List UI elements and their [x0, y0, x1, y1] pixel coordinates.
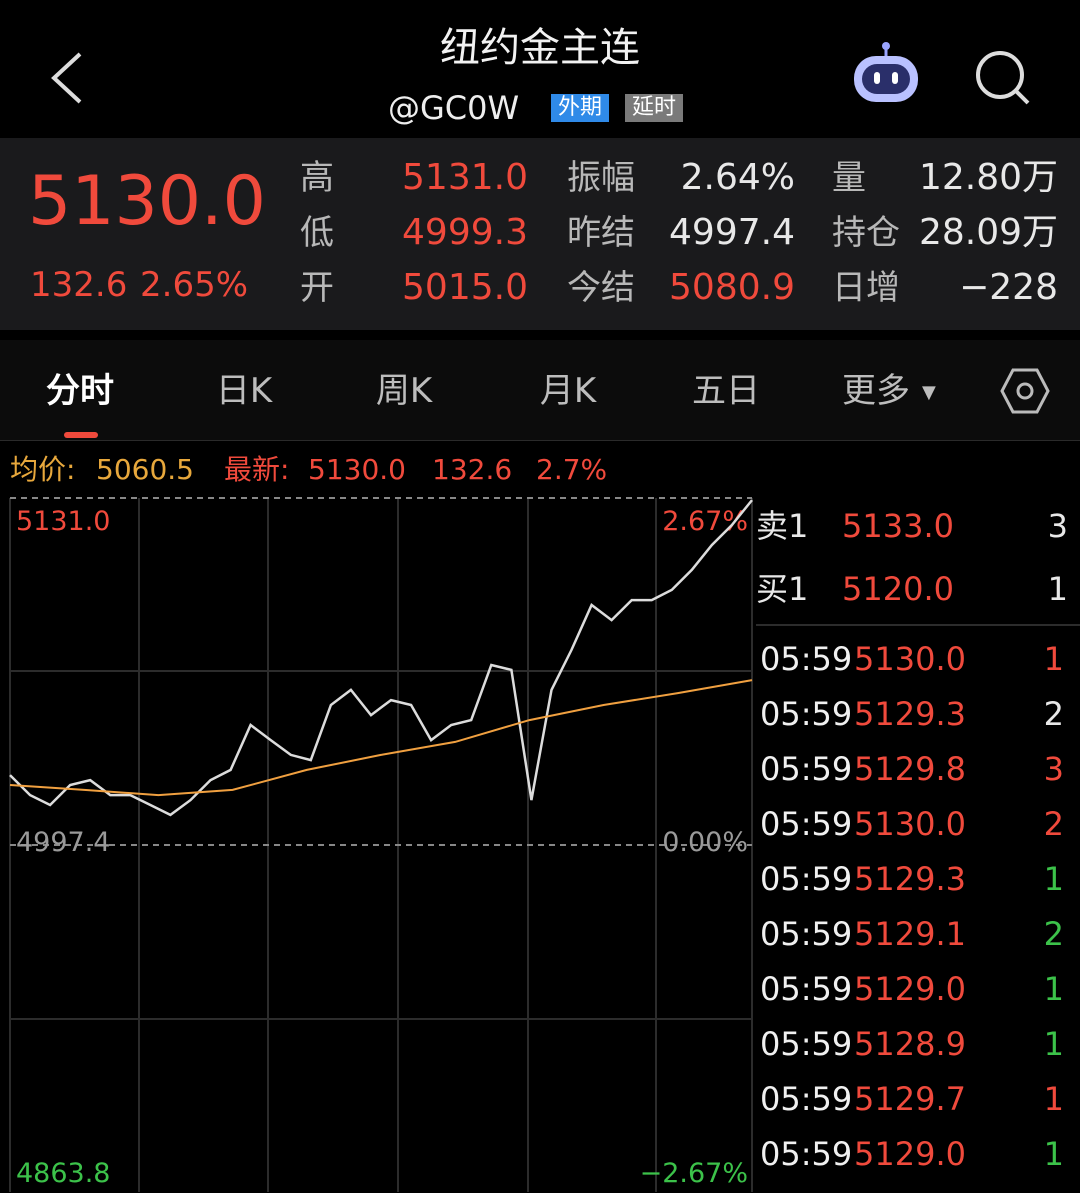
trade-volume: 1: [1043, 1025, 1064, 1063]
field-label: 昨结: [567, 213, 635, 253]
last-label: 最新:: [224, 453, 290, 486]
tab[interactable]: 周K: [375, 371, 433, 411]
trade-price: 5130.0: [854, 805, 966, 843]
tab[interactable]: 月K: [539, 371, 597, 411]
trade-volume: 1: [1043, 860, 1064, 898]
field-value: 2.64%: [680, 157, 795, 198]
search-button[interactable]: [972, 48, 1034, 108]
field-value: 4999.3: [402, 212, 528, 253]
trade-time: 05:59: [760, 750, 853, 788]
tab[interactable]: 分时: [46, 371, 114, 411]
field-label: 高: [300, 158, 334, 198]
y2-tick-label: 0.00%: [662, 827, 748, 858]
field-label: 今结: [567, 268, 635, 308]
book-label: 卖1: [756, 507, 809, 545]
field-label: 振幅: [567, 158, 635, 198]
trade-volume: 1: [1043, 640, 1064, 678]
trade-time: 05:59: [760, 860, 853, 898]
quote-panel: [0, 138, 1080, 330]
symbol: @GC0W: [388, 89, 520, 127]
book-price: 5133.0: [842, 507, 954, 545]
book-price: 5120.0: [842, 570, 954, 608]
field-value: 5131.0: [402, 157, 528, 198]
trade-volume: 1: [1043, 970, 1064, 1008]
trade-time: 05:59: [760, 805, 853, 843]
price-line: [9, 499, 753, 817]
y-tick-label: 5131.0: [16, 506, 110, 537]
info-change: 132.6: [432, 453, 513, 486]
tab-bar: [0, 340, 1080, 440]
field-label: 量: [832, 158, 866, 198]
trade-price: 5128.9: [854, 1025, 966, 1063]
tab[interactable]: 日K: [215, 371, 273, 411]
last-price: 5130.0: [28, 162, 266, 241]
trade-time: 05:59: [760, 1080, 853, 1118]
trade-price: 5129.1: [854, 915, 966, 953]
y-tick-label: 4863.8: [16, 1158, 110, 1189]
change-pct: 2.65%: [140, 265, 249, 305]
tab[interactable]: 更多: [842, 371, 910, 411]
trade-volume: 1: [1043, 1080, 1064, 1118]
field-label: 开: [300, 268, 334, 308]
book-volume: 1: [1047, 570, 1068, 608]
trade-price: 5129.3: [854, 695, 966, 733]
page-title: 纽约金主连: [440, 25, 640, 71]
trade-price: 5129.0: [854, 970, 966, 1008]
divider: [0, 440, 1080, 441]
trade-time: 05:59: [760, 1135, 853, 1173]
trade-price: 5129.0: [854, 1135, 966, 1173]
trade-time: 05:59: [760, 1025, 853, 1063]
tab[interactable]: 五日: [692, 371, 760, 411]
avg-value: 5060.5: [96, 453, 194, 486]
avg-label: 均价:: [10, 453, 76, 486]
field-value: 4997.4: [669, 212, 795, 253]
trade-time: 05:59: [760, 695, 853, 733]
field-label: 持仓: [832, 213, 900, 253]
trade-volume: 2: [1043, 695, 1064, 733]
field-value: 28.09万: [918, 212, 1058, 253]
info-change-pct: 2.7%: [536, 453, 608, 486]
badge: 外期: [551, 94, 610, 122]
field-value: −228: [959, 267, 1058, 308]
trade-price: 5129.8: [854, 750, 966, 788]
field-label: 低: [300, 213, 334, 253]
field-value: 12.80万: [918, 157, 1058, 198]
trade-time: 05:59: [760, 970, 853, 1008]
book-label: 买1: [756, 570, 809, 608]
back-button[interactable]: [44, 48, 88, 108]
trade-volume: 1: [1043, 1135, 1064, 1173]
trade-price: 5130.0: [854, 640, 966, 678]
field-label: 日增: [832, 268, 900, 308]
y-tick-label: 4997.4: [16, 827, 110, 858]
trade-volume: 2: [1043, 805, 1064, 843]
field-value: 5080.9: [669, 267, 795, 308]
dropdown-caret: ▼: [922, 382, 936, 403]
price-line: [9, 679, 753, 797]
trade-volume: 3: [1043, 750, 1064, 788]
field-value: 5015.0: [402, 267, 528, 308]
y2-tick-label: −2.67%: [640, 1158, 748, 1189]
trade-time: 05:59: [760, 640, 853, 678]
settings-button[interactable]: [1000, 366, 1050, 416]
trade-price: 5129.3: [854, 860, 966, 898]
badge: 延时: [625, 94, 684, 122]
trade-time: 05:59: [760, 915, 853, 953]
change: 132.6: [30, 265, 128, 305]
assistant-icon[interactable]: [848, 40, 924, 108]
active-tab-indicator: [64, 432, 98, 438]
book-volume: 3: [1047, 507, 1068, 545]
trade-volume: 2: [1043, 915, 1064, 953]
trade-price: 5129.7: [854, 1080, 966, 1118]
last-value: 5130.0: [308, 453, 406, 486]
